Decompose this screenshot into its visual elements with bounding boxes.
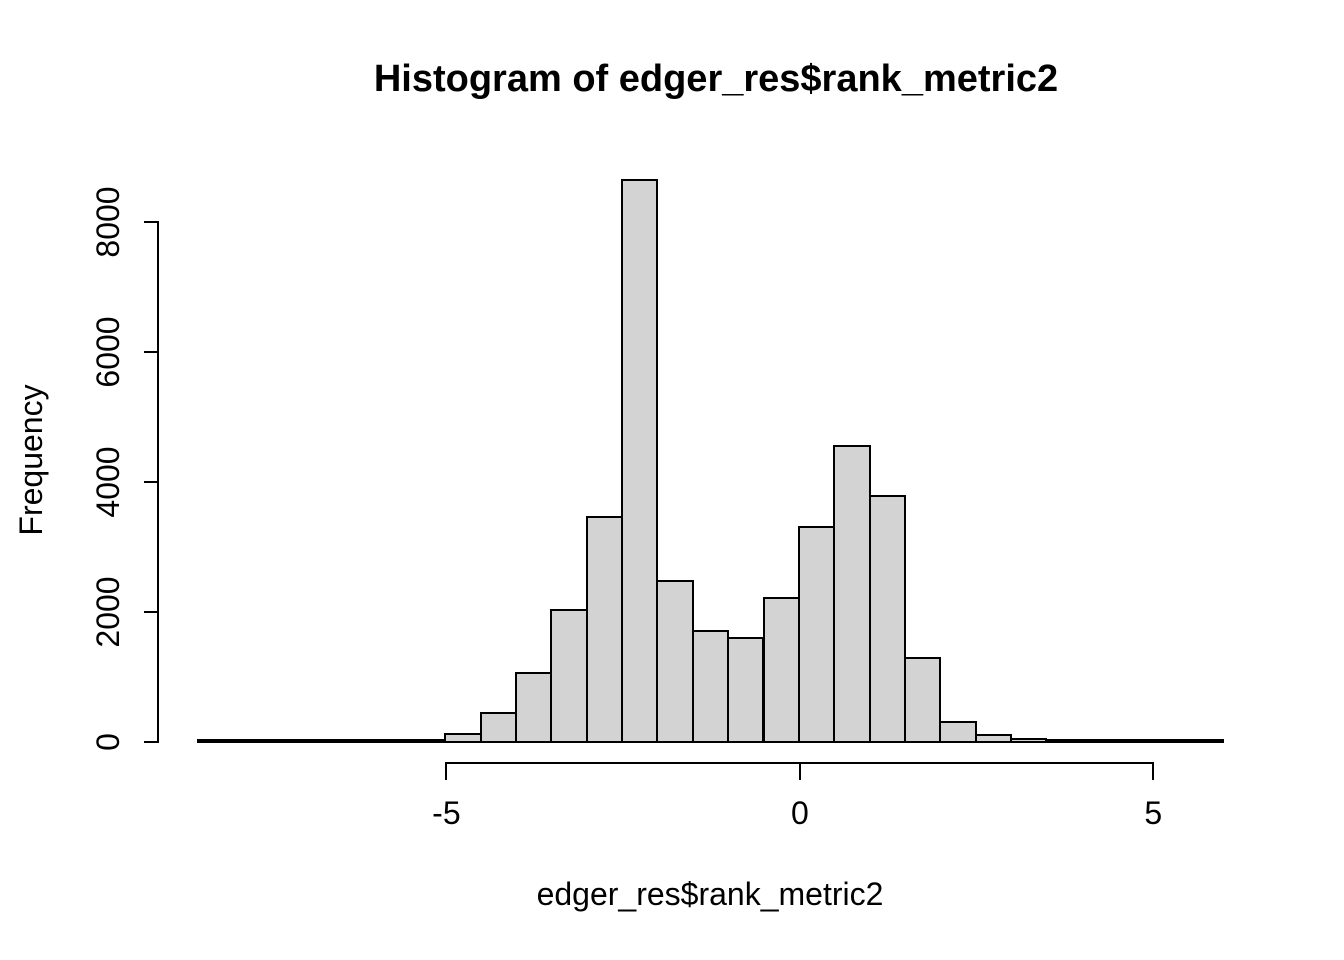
histogram-bar [656, 579, 694, 743]
y-axis-tick [144, 351, 157, 353]
y-axis-tick [144, 221, 157, 223]
y-tick-label: 4000 [90, 446, 126, 518]
x-tick-label: -5 [432, 795, 461, 831]
histogram-bar [515, 672, 553, 743]
y-tick-label: 6000 [90, 316, 126, 388]
y-axis-tick [144, 481, 157, 483]
histogram-bar [762, 596, 800, 743]
x-tick-label: 0 [790, 795, 809, 831]
histogram-bar [479, 711, 518, 743]
y-axis-tick [144, 741, 157, 743]
histogram-bar [797, 525, 836, 743]
x-axis-tick [798, 762, 801, 780]
y-tick-label: 0 [90, 733, 126, 751]
y-tick-label: 2000 [90, 576, 126, 648]
x-axis-tick [445, 762, 448, 780]
histogram-bar [833, 445, 871, 743]
histogram-bar [585, 516, 624, 743]
y-axis-line [157, 221, 159, 743]
x-axis-label: edger_res$rank_metric2 [536, 876, 884, 912]
y-axis-label: Frequency [13, 384, 49, 536]
histogram-bar [939, 720, 977, 743]
histogram-bar [621, 178, 659, 743]
y-tick-label: 8000 [90, 186, 126, 258]
plot-baseline [198, 741, 1223, 743]
histogram-bar [550, 609, 588, 743]
y-axis-tick [144, 611, 157, 613]
chart-title: Histogram of edger_res$rank_metric2 [373, 58, 1059, 100]
histogram-bar [868, 494, 906, 743]
histogram-bar [903, 657, 942, 743]
histogram-bar [727, 637, 765, 743]
histogram-bar [691, 629, 730, 743]
x-tick-label: 5 [1144, 795, 1163, 831]
x-axis-tick [1152, 762, 1155, 780]
